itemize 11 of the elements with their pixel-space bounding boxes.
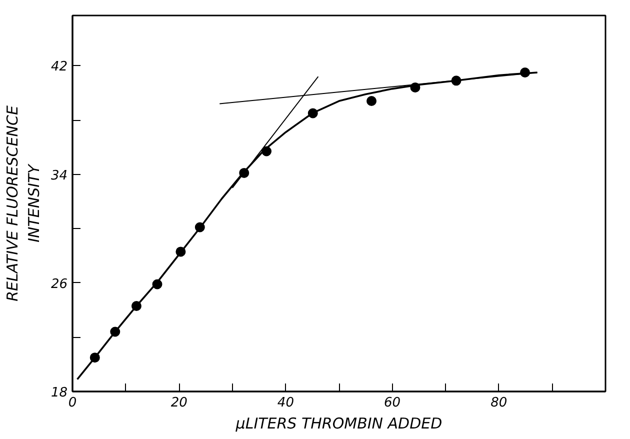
x-tick-label: 20 [170,396,188,410]
y-tick-label: 42 [50,60,68,75]
y-tick-label: 18 [50,386,68,400]
x-tick-label: 40 [277,396,294,410]
y-tick-label: 34 [50,168,68,184]
x-tick-label: 80 [490,396,508,410]
x-tick-label: 0 [68,396,77,410]
x-axis-title: μLITERS THROMBIN ADDED [234,414,442,432]
y-tick-label: 26 [50,276,68,292]
y-axis-title: RELATIVE FLUORESCENCE INTENSITY [3,105,43,302]
x-tick-label: 60 [384,396,401,410]
